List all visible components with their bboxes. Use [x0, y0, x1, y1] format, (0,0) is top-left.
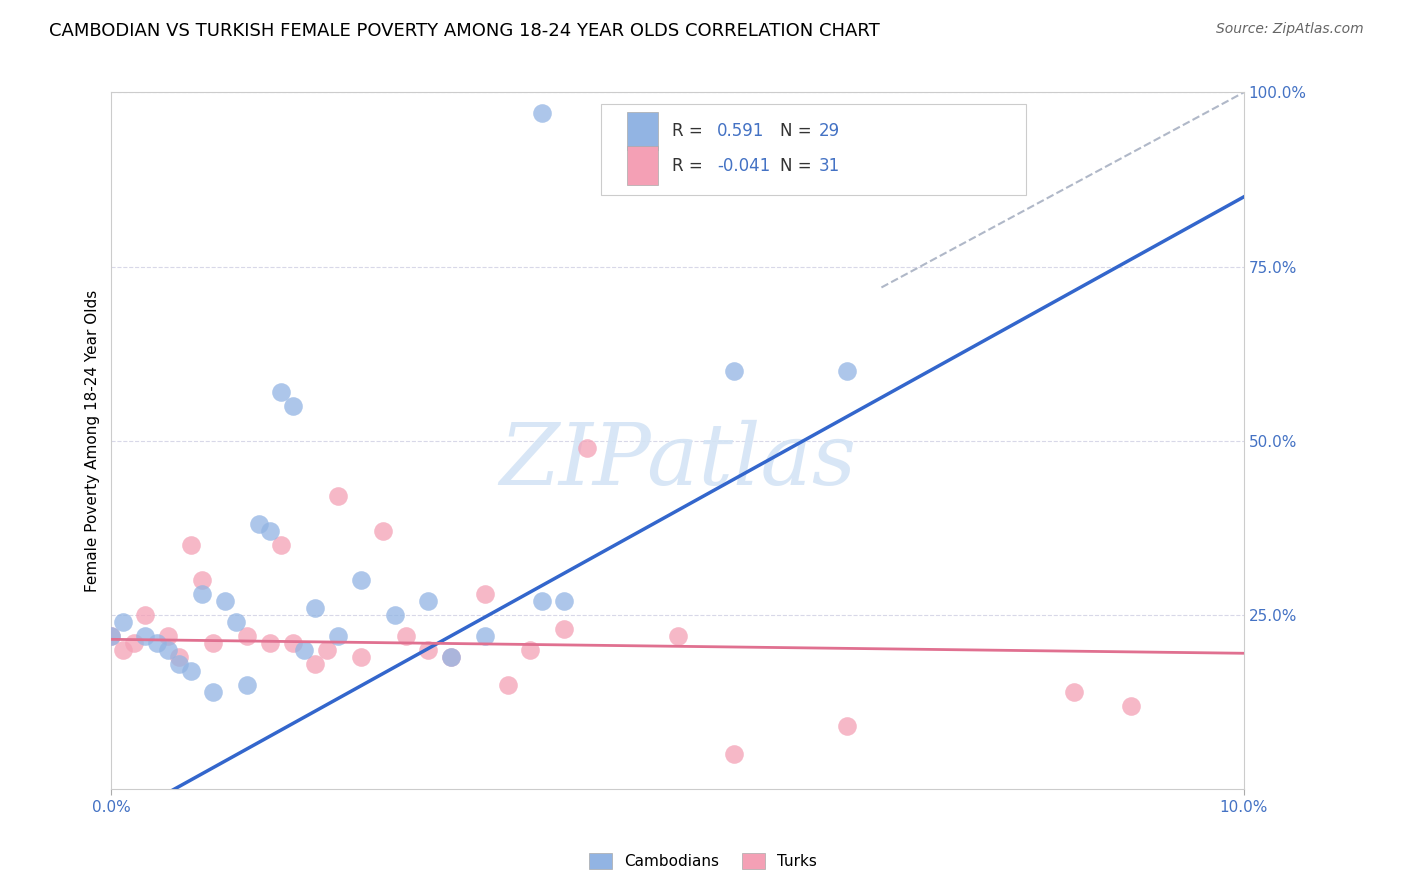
- Point: [395, 629, 418, 643]
- Point: [259, 524, 281, 539]
- Point: [553, 594, 575, 608]
- Point: [723, 747, 745, 762]
- Point: [837, 719, 859, 733]
- Point: [496, 678, 519, 692]
- Point: [349, 573, 371, 587]
- Point: [418, 594, 440, 608]
- Point: [474, 587, 496, 601]
- Bar: [627, 112, 658, 150]
- Y-axis label: Female Poverty Among 18-24 Year Olds: Female Poverty Among 18-24 Year Olds: [86, 290, 100, 592]
- Point: [202, 684, 225, 698]
- Point: [304, 657, 326, 671]
- Text: R =: R =: [672, 121, 703, 140]
- Point: [474, 629, 496, 643]
- Point: [530, 594, 553, 608]
- Point: [202, 636, 225, 650]
- Text: -0.041: -0.041: [717, 156, 770, 175]
- Point: [373, 524, 395, 539]
- Point: [100, 629, 122, 643]
- Point: [247, 517, 270, 532]
- Point: [576, 441, 599, 455]
- Text: R =: R =: [672, 156, 703, 175]
- Point: [122, 636, 145, 650]
- Point: [837, 364, 859, 378]
- Point: [553, 622, 575, 636]
- Point: [100, 629, 122, 643]
- Point: [292, 642, 315, 657]
- Point: [281, 399, 304, 413]
- Point: [326, 490, 349, 504]
- Point: [270, 384, 292, 399]
- FancyBboxPatch shape: [600, 104, 1026, 195]
- Point: [134, 629, 156, 643]
- Point: [440, 649, 463, 664]
- Point: [315, 642, 337, 657]
- Point: [259, 636, 281, 650]
- Text: N =: N =: [779, 121, 811, 140]
- Point: [723, 364, 745, 378]
- Point: [440, 649, 463, 664]
- Point: [236, 629, 259, 643]
- Text: 29: 29: [820, 121, 841, 140]
- Point: [281, 636, 304, 650]
- Point: [519, 642, 541, 657]
- Point: [418, 642, 440, 657]
- Point: [530, 106, 553, 120]
- Point: [1063, 684, 1085, 698]
- Point: [111, 642, 134, 657]
- Text: CAMBODIAN VS TURKISH FEMALE POVERTY AMONG 18-24 YEAR OLDS CORRELATION CHART: CAMBODIAN VS TURKISH FEMALE POVERTY AMON…: [49, 22, 880, 40]
- Point: [145, 636, 167, 650]
- Text: Source: ZipAtlas.com: Source: ZipAtlas.com: [1216, 22, 1364, 37]
- Point: [326, 629, 349, 643]
- Point: [236, 678, 259, 692]
- Point: [191, 587, 214, 601]
- Text: 31: 31: [820, 156, 841, 175]
- Text: 0.591: 0.591: [717, 121, 765, 140]
- Point: [157, 642, 180, 657]
- Bar: [627, 146, 658, 185]
- Point: [1119, 698, 1142, 713]
- Point: [180, 664, 202, 678]
- Point: [169, 649, 191, 664]
- Legend: Cambodians, Turks: Cambodians, Turks: [583, 847, 823, 875]
- Point: [214, 594, 236, 608]
- Point: [134, 607, 156, 622]
- Point: [349, 649, 371, 664]
- Point: [180, 538, 202, 552]
- Point: [157, 629, 180, 643]
- Point: [304, 601, 326, 615]
- Text: N =: N =: [779, 156, 811, 175]
- Point: [169, 657, 191, 671]
- Text: ZIPatlas: ZIPatlas: [499, 420, 856, 503]
- Point: [270, 538, 292, 552]
- Point: [384, 607, 406, 622]
- Point: [225, 615, 247, 629]
- Point: [666, 629, 689, 643]
- Point: [111, 615, 134, 629]
- Point: [191, 573, 214, 587]
